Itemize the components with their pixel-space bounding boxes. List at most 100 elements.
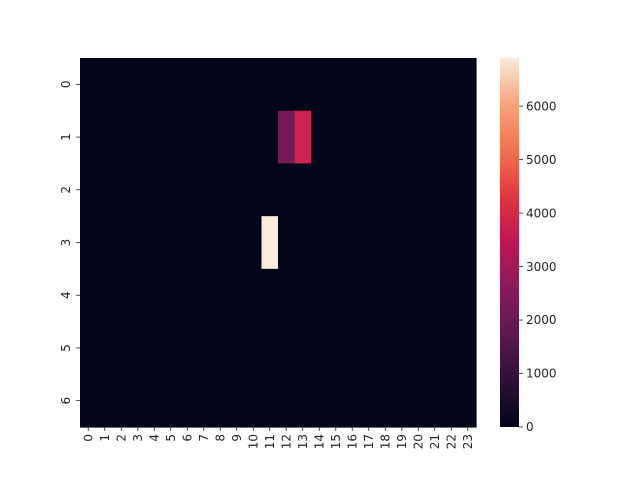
column-tick-label: 8: [213, 434, 227, 442]
heatmap-cell: [179, 374, 197, 428]
heatmap-cell: [278, 321, 296, 375]
heatmap-cell: [344, 321, 362, 375]
heatmap-cell: [228, 58, 246, 112]
heatmap-cell: [278, 110, 296, 165]
heatmap-cell: [179, 58, 197, 112]
heatmap-cell: [459, 268, 477, 323]
heatmap-cell: [96, 268, 114, 323]
heatmap-cell: [261, 58, 279, 112]
heatmap-cell: [360, 163, 378, 217]
heatmap-cell: [311, 58, 329, 112]
heatmap-cell: [228, 268, 246, 323]
heatmap-cell: [179, 216, 197, 270]
heatmap-cell: [80, 110, 98, 165]
colorbar-tick-label: 6000: [526, 99, 557, 113]
heatmap-cell: [327, 374, 345, 428]
heatmap-cell: [360, 268, 378, 323]
heatmap-cell: [228, 321, 246, 375]
heatmap-cell: [393, 58, 411, 112]
heatmap-cell: [443, 216, 461, 270]
heatmap-cell: [245, 321, 263, 375]
heatmap-cell: [459, 163, 477, 217]
heatmap-cell: [212, 268, 230, 323]
heatmap-cell: [228, 163, 246, 217]
heatmap-cell: [426, 216, 444, 270]
heatmap-cell: [443, 110, 461, 165]
column-tick-label: 3: [131, 434, 145, 442]
heatmap-cell: [443, 321, 461, 375]
heatmap-cell: [426, 163, 444, 217]
heatmap-cell: [360, 110, 378, 165]
column-tick-label: 20: [411, 434, 425, 449]
heatmap-cell: [245, 268, 263, 323]
heatmap-cell: [179, 110, 197, 165]
heatmap-cell: [80, 268, 98, 323]
heatmap-cell: [162, 58, 180, 112]
column-tick-label: 9: [230, 434, 244, 442]
heatmap-cell: [294, 374, 312, 428]
column-tick-label: 6: [180, 434, 194, 442]
heatmap-cell: [278, 216, 296, 270]
heatmap-cell: [113, 374, 131, 428]
heatmap-cell: [245, 374, 263, 428]
heatmap-cell: [245, 110, 263, 165]
heatmap-cell: [96, 321, 114, 375]
colorbar-tick-label: 1000: [526, 367, 557, 381]
heatmap-cell: [410, 216, 428, 270]
heatmap-cell: [261, 110, 279, 165]
heatmap-cell: [393, 268, 411, 323]
heatmap-cell: [294, 321, 312, 375]
column-tick-label: 12: [279, 434, 293, 449]
column-tick-labels: 0 1 2 3 4 5 6 7 8 9 10 11 12 13 14 15 16 17 18 19 20 21 22 23: [81, 427, 475, 449]
row-tick-label: 1: [59, 133, 73, 141]
heatmap-cell: [344, 268, 362, 323]
row-tick-label: 0: [59, 81, 73, 89]
heatmap-cell: [96, 58, 114, 112]
heatmap-cell: [426, 268, 444, 323]
heatmap-cell: [377, 374, 395, 428]
heatmap-cell: [426, 58, 444, 112]
heatmap-cell: [162, 321, 180, 375]
heatmap-cell: [426, 110, 444, 165]
heatmap-cell: [294, 58, 312, 112]
column-tick-label: 22: [444, 434, 458, 449]
heatmap-cell: [212, 110, 230, 165]
colorbar: [500, 58, 519, 427]
heatmap-cell: [80, 321, 98, 375]
heatmap-cell: [443, 268, 461, 323]
heatmap-cell: [96, 216, 114, 270]
heatmap-cell: [294, 110, 312, 165]
colorbar-ticks: 0 1000 2000 3000 4000 5000 6000: [519, 99, 557, 434]
heatmap-cell: [410, 268, 428, 323]
heatmap-cell: [344, 110, 362, 165]
heatmap-cell: [311, 374, 329, 428]
heatmap-cell: [261, 216, 279, 270]
heatmap-cell: [129, 374, 147, 428]
heatmap-cell: [179, 163, 197, 217]
column-tick-label: 11: [263, 434, 277, 449]
heatmap-cell: [360, 58, 378, 112]
heatmap-cell: [311, 163, 329, 217]
column-tick-label: 15: [329, 434, 343, 449]
row-tick-label: 5: [59, 344, 73, 352]
heatmap-cell: [327, 163, 345, 217]
heatmap-cell: [410, 374, 428, 428]
heatmap-cell: [195, 110, 213, 165]
heatmap-cell: [261, 321, 279, 375]
heatmap-cell: [179, 268, 197, 323]
column-tick-label: 1: [98, 434, 112, 442]
column-tick-label: 2: [114, 434, 128, 442]
heatmap-cell: [410, 58, 428, 112]
heatmap-cell: [195, 163, 213, 217]
heatmap-cell: [410, 110, 428, 165]
heatmap-cell: [344, 163, 362, 217]
heatmap-cell: [146, 321, 164, 375]
column-tick-label: 7: [197, 434, 211, 442]
heatmap-cell: [278, 58, 296, 112]
heatmap-cell: [162, 216, 180, 270]
heatmap-cell: [278, 268, 296, 323]
heatmap-cell: [129, 216, 147, 270]
column-tick-label: 5: [164, 434, 178, 442]
column-tick-label: 23: [461, 434, 475, 449]
heatmap-cell: [278, 163, 296, 217]
